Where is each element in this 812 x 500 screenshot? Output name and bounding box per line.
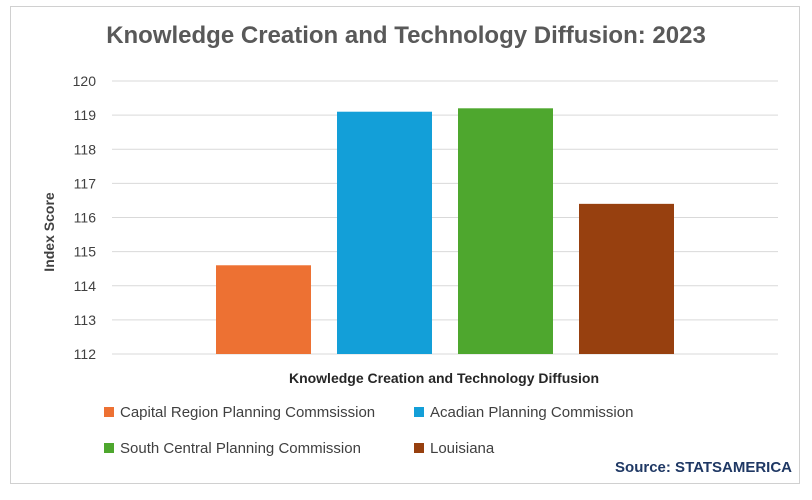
gridlines <box>112 80 778 355</box>
source-note: Source: STATSAMERICA <box>615 459 792 476</box>
bar <box>458 108 553 354</box>
y-tick-labels: 112 113 114 115 116 117 118 119 120 <box>73 73 97 362</box>
y-tick-label: 118 <box>74 141 97 157</box>
legend-item: Acadian Planning Commission <box>414 404 633 421</box>
legend-swatch <box>414 443 424 453</box>
y-tick-label: 115 <box>74 244 97 260</box>
bar <box>579 203 674 354</box>
y-tick-label: 119 <box>74 107 97 123</box>
y-axis-label: Index Score <box>41 192 57 272</box>
legend-swatch <box>104 407 114 417</box>
legend-swatch <box>104 443 114 453</box>
x-axis-label: Knowledge Creation and Technology Diffus… <box>289 370 599 386</box>
bar <box>337 111 432 355</box>
legend-label: South Central Planning Commission <box>120 440 361 457</box>
chart-title: Knowledge Creation and Technology Diffus… <box>106 22 706 49</box>
y-tick-label: 116 <box>74 210 97 226</box>
legend-item: Capital Region Planning Commsission <box>104 404 375 421</box>
bar <box>216 265 311 354</box>
bars <box>216 108 674 355</box>
y-tick-label: 117 <box>74 175 97 191</box>
y-tick-label: 114 <box>74 278 97 294</box>
y-tick-label: 113 <box>74 312 97 328</box>
legend-swatch <box>414 407 424 417</box>
legend-item: Louisiana <box>414 440 494 457</box>
legend-item: South Central Planning Commission <box>104 440 361 457</box>
legend-label: Louisiana <box>430 440 495 457</box>
legend-label: Acadian Planning Commission <box>430 404 634 421</box>
legend-label: Capital Region Planning Commsission <box>120 404 376 421</box>
y-tick-label: 120 <box>73 73 97 89</box>
y-tick-label: 112 <box>74 346 97 362</box>
